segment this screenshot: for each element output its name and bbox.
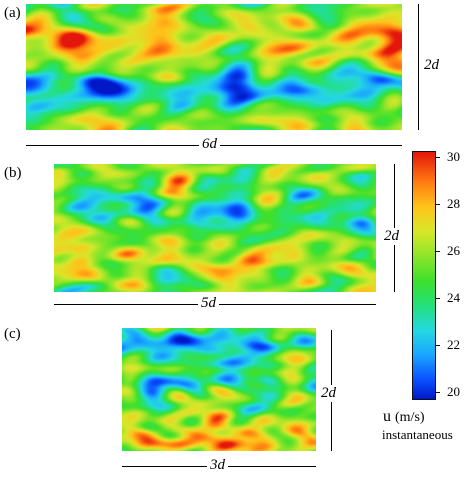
panel-b-width-label: 5d xyxy=(198,296,219,311)
colorbar-unit: (m/s) xyxy=(395,410,425,425)
colorbar-tick-label: 26 xyxy=(447,243,460,258)
panel-a-canvas xyxy=(26,4,402,130)
panel-a-velocity-field xyxy=(26,4,402,130)
panel-b-height-label: 2d xyxy=(384,228,399,245)
panel-a-label: (a) xyxy=(4,5,21,21)
colorbar-tick-label: 20 xyxy=(447,384,460,399)
panel-c-canvas xyxy=(122,328,316,451)
panel-b-label: (b) xyxy=(4,165,22,181)
colorbar-tick xyxy=(435,157,440,158)
panel-b-velocity-field xyxy=(54,164,376,292)
panel-a-height-bar xyxy=(418,4,419,130)
colorbar-title: u (m/s) xyxy=(383,409,425,425)
velocity-colorbar xyxy=(412,151,436,400)
colorbar-tick xyxy=(435,392,440,393)
colorbar-tick xyxy=(435,298,440,299)
panel-a-width-label: 6d xyxy=(199,137,220,152)
panel-b-canvas xyxy=(54,164,376,292)
colorbar-subtitle: instantaneous xyxy=(382,427,453,442)
panel-c-velocity-field xyxy=(122,328,316,451)
colorbar-tick xyxy=(435,251,440,252)
colorbar-tick xyxy=(435,204,440,205)
panel-a-height-label: 2d xyxy=(424,57,439,73)
colorbar-quantity: u xyxy=(383,408,391,425)
colorbar-tick xyxy=(435,345,440,346)
colorbar-tick-label: 24 xyxy=(447,290,460,305)
colorbar-tick-label: 22 xyxy=(447,337,460,352)
panel-c-label: (c) xyxy=(4,326,21,342)
panel-c-height-label: 2d xyxy=(321,385,336,402)
colorbar-tick-label: 30 xyxy=(447,149,460,164)
panel-c-width-label: 3d xyxy=(207,458,228,473)
colorbar-tick-label: 28 xyxy=(447,196,460,211)
